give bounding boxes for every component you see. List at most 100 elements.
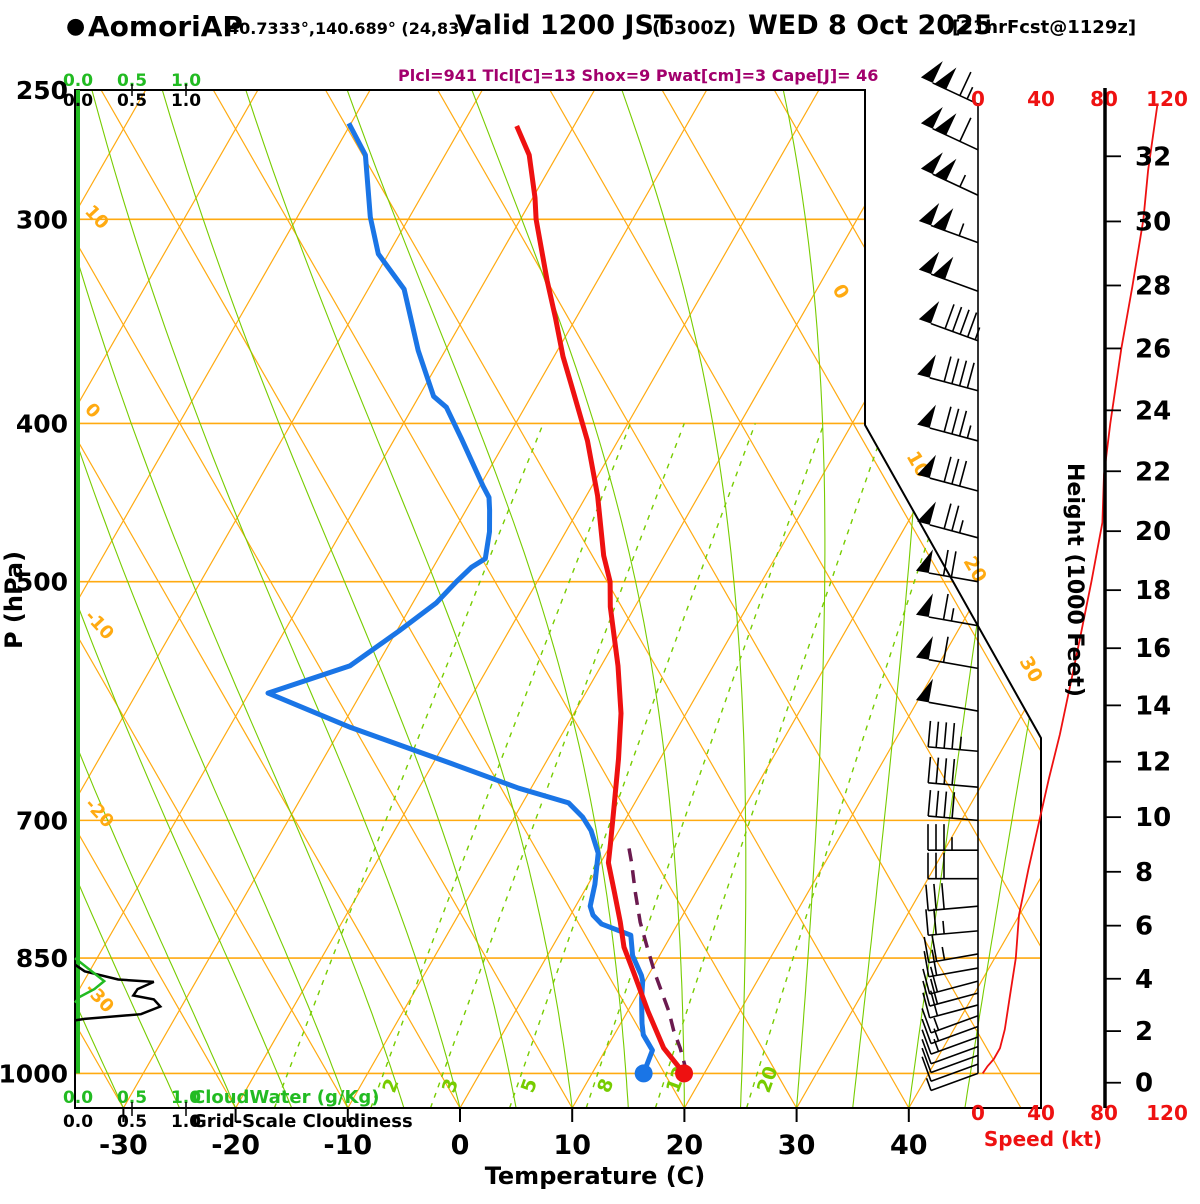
svg-text:10: 10: [1135, 803, 1171, 833]
svg-text:300: 300: [16, 205, 68, 234]
svg-text:850: 850: [16, 944, 68, 973]
svg-text:0.0: 0.0: [63, 91, 93, 111]
svg-text:1.0: 1.0: [171, 71, 201, 91]
svg-text:32: 32: [1135, 142, 1171, 172]
valid-date: WED 8 Oct 2025: [748, 10, 993, 41]
svg-text:120: 120: [1146, 87, 1188, 111]
plot-border: [74, 89, 1042, 1109]
svg-text:12: 12: [1135, 748, 1171, 778]
svg-text:40: 40: [890, 1130, 928, 1161]
valid-time-utc: (0300Z): [652, 17, 737, 39]
svg-text:30: 30: [1135, 207, 1171, 237]
svg-text:6: 6: [1135, 912, 1153, 942]
forecast-tag: [21hrFcst@1129z]: [952, 17, 1137, 38]
parcel-ascent-curve: [626, 842, 689, 1074]
svg-text:-30: -30: [99, 1130, 148, 1161]
speed-axis-label: Speed (kt): [984, 1127, 1102, 1151]
svg-text:0.5: 0.5: [117, 1088, 147, 1108]
svg-text:-10: -10: [323, 1130, 372, 1161]
svg-text:0: 0: [971, 1101, 985, 1125]
svg-text:0.0: 0.0: [63, 1088, 93, 1108]
pressure-axis-label: P (hPa): [0, 551, 28, 649]
svg-text:20: 20: [666, 1130, 704, 1161]
isobar-lines: [75, 218, 1041, 1075]
wind-barbs: [915, 61, 981, 1092]
svg-text:700: 700: [16, 806, 68, 835]
svg-text:0.5: 0.5: [117, 71, 147, 91]
svg-text:2: 2: [378, 1076, 403, 1096]
svg-text:10: 10: [80, 201, 112, 234]
sounding-parameters: Plcl=941 Tlcl[C]=13 Shox=9 Pwat[cm]=3 Ca…: [398, 66, 879, 85]
surface-temperature-dot: [675, 1064, 694, 1083]
svg-text:0: 0: [971, 87, 985, 111]
cloudwater-profile: [74, 957, 107, 1004]
svg-text:24: 24: [1135, 396, 1171, 426]
svg-text:1.0: 1.0: [171, 1088, 201, 1108]
station-coordinates: 40.7333°,140.689° (24,83): [228, 19, 467, 38]
svg-text:16: 16: [1135, 634, 1171, 664]
valid-time: Valid 1200 JST: [455, 10, 673, 41]
svg-text:0: 0: [451, 1130, 470, 1161]
svg-text:4: 4: [1135, 965, 1153, 995]
station-name: AomoriAP: [88, 10, 243, 43]
svg-text:30: 30: [1015, 653, 1047, 687]
svg-text:8: 8: [1135, 858, 1153, 888]
svg-text:20: 20: [1135, 517, 1171, 547]
svg-text:2: 2: [1135, 1017, 1153, 1047]
cloudiness-profile: [74, 963, 163, 1022]
speed-tick-labels: 0040408080120120: [971, 87, 1188, 1125]
dewpoint-curve: [265, 122, 655, 1075]
svg-text:0: 0: [80, 399, 104, 422]
svg-text:400: 400: [16, 409, 68, 438]
svg-text:1.0: 1.0: [171, 1112, 201, 1132]
svg-text:500: 500: [16, 568, 68, 597]
height-axis-label: Height (1000 Feet): [1062, 463, 1087, 697]
svg-text:250: 250: [16, 76, 68, 105]
svg-text:-20: -20: [80, 794, 118, 832]
pressure-tick-labels: 250 300 400 500 700 850 1000: [0, 76, 68, 1088]
svg-text:-10: -10: [80, 606, 118, 644]
wind-speed-profile: [981, 103, 1159, 1074]
svg-text:0.0: 0.0: [63, 1112, 93, 1132]
svg-text:22: 22: [1135, 457, 1171, 487]
temperature-curve: [514, 125, 686, 1075]
svg-text:0.5: 0.5: [117, 1112, 147, 1132]
title-bar: ● AomoriAP 40.7333°,140.689° (24,83) Val…: [0, 6, 1200, 46]
svg-text:1000: 1000: [0, 1059, 68, 1088]
cloudwater-axis-label: CloudWater (g/Kg): [192, 1087, 380, 1108]
svg-text:10: 10: [553, 1130, 591, 1161]
svg-text:0: 0: [1135, 1069, 1153, 1099]
svg-text:40: 40: [1027, 1101, 1055, 1125]
svg-text:18: 18: [1135, 576, 1171, 606]
svg-text:20: 20: [753, 1063, 783, 1095]
cloudiness-axis-label: Grid-Scale Cloudiness: [192, 1111, 413, 1132]
cloud-scale-rows: 0.00.00.00.00.50.50.50.51.01.01.01.0Clou…: [63, 71, 413, 1132]
svg-text:0.5: 0.5: [117, 91, 147, 111]
temperature-axis-label: Temperature (C): [485, 1162, 706, 1190]
skewt-background: [75, 90, 1041, 1108]
svg-text:40: 40: [1027, 87, 1055, 111]
moist-adiabat-lines: [75, 90, 1041, 1108]
mixing-ratio-lines: [273, 423, 968, 1108]
svg-text:0.0: 0.0: [63, 71, 93, 91]
svg-text:28: 28: [1135, 271, 1171, 301]
svg-text:30: 30: [778, 1130, 816, 1161]
svg-text:120: 120: [1146, 1101, 1188, 1125]
svg-text:26: 26: [1135, 334, 1171, 364]
svg-text:14: 14: [1135, 691, 1171, 721]
temperature-tick-labels: -30 -20 -10 0 10 20 30 40: [99, 1108, 928, 1161]
svg-text:-20: -20: [211, 1130, 260, 1161]
station-bullet-icon: ●: [66, 14, 86, 39]
dry-adiabat-lines: [75, 90, 1041, 1108]
surface-dewpoint-dot: [634, 1064, 653, 1083]
svg-text:0: 0: [828, 281, 854, 303]
svg-text:3: 3: [438, 1076, 463, 1096]
svg-text:1.0: 1.0: [171, 91, 201, 111]
svg-text:5: 5: [517, 1076, 542, 1096]
isotherm-lines: [75, 90, 1041, 1108]
svg-text:8: 8: [593, 1076, 618, 1096]
